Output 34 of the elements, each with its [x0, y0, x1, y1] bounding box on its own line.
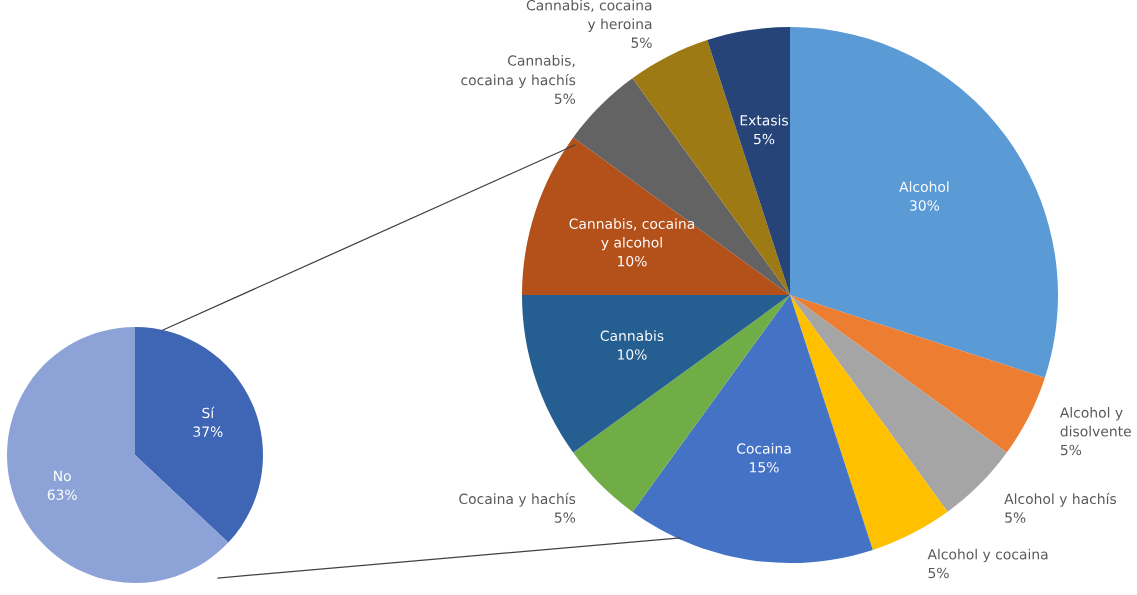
data-label: 10%	[618, 255, 647, 267]
data-label: 5%	[631, 37, 652, 48]
slice-label: Cannabis	[600, 330, 664, 342]
pie-slice	[7, 327, 229, 583]
pie-slice	[573, 295, 790, 512]
pie-slice	[522, 295, 790, 453]
slice-label: No	[54, 470, 71, 482]
data-label: 5%	[754, 133, 775, 145]
data-label: 10%	[618, 349, 647, 360]
pie-slice	[790, 295, 948, 550]
slice-label: Cocaina	[737, 443, 791, 454]
pie-slice	[790, 295, 1045, 453]
data-label: 5%	[1060, 444, 1082, 456]
data-label: 63%	[47, 489, 77, 500]
slice-label: Cocaina y hachís	[459, 492, 576, 507]
pie-slice	[707, 27, 790, 295]
slice-label: Alcohol y hachís	[1004, 492, 1117, 507]
data-label: 5%	[928, 567, 949, 579]
slice-label: Alcohol y cocaina	[927, 548, 1048, 563]
data-label: 5%	[554, 512, 576, 523]
slice-label: Cannabis, cocaina y alcohol	[569, 218, 694, 251]
data-label: 30%	[910, 200, 940, 211]
slice-label: Alcohol y disolvente	[1059, 407, 1131, 437]
slice-label: Sí	[202, 406, 215, 419]
slice-label: Cannabis, cocaina y heroina	[526, 0, 652, 32]
pie-slice	[790, 27, 1058, 378]
data-label: 37%	[193, 426, 223, 437]
data-label: 5%	[1005, 512, 1026, 523]
slice-label: Alcohol	[899, 181, 949, 192]
slice-label: Extasis	[740, 114, 788, 126]
pie-slice	[135, 327, 263, 543]
slice-label: Cannabis, cocaina y hachís	[461, 55, 576, 88]
data-label: 5%	[554, 93, 576, 105]
data-label: 15%	[750, 462, 779, 473]
